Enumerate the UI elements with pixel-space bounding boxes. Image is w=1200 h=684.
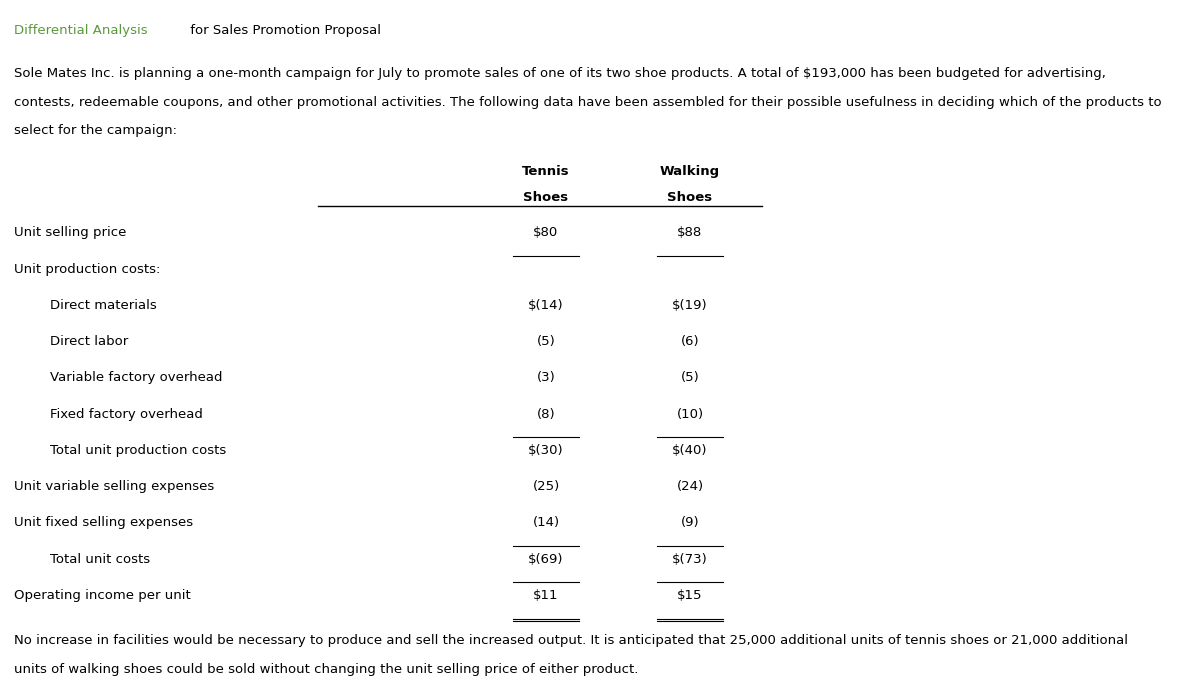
Text: Sole Mates Inc. is planning a one-month campaign for July to promote sales of on: Sole Mates Inc. is planning a one-month … bbox=[14, 67, 1106, 80]
Text: $15: $15 bbox=[677, 589, 703, 602]
Text: $(73): $(73) bbox=[672, 553, 708, 566]
Text: (25): (25) bbox=[533, 480, 559, 493]
Text: (6): (6) bbox=[680, 335, 700, 348]
Text: $88: $88 bbox=[677, 226, 703, 239]
Text: contests, redeemable coupons, and other promotional activities. The following da: contests, redeemable coupons, and other … bbox=[14, 96, 1162, 109]
Text: $11: $11 bbox=[533, 589, 559, 602]
Text: Operating income per unit: Operating income per unit bbox=[14, 589, 191, 602]
Text: Unit fixed selling expenses: Unit fixed selling expenses bbox=[14, 516, 193, 529]
Text: Differential Analysis: Differential Analysis bbox=[14, 24, 148, 37]
Text: Unit variable selling expenses: Unit variable selling expenses bbox=[14, 480, 215, 493]
Text: (14): (14) bbox=[533, 516, 559, 529]
Text: Unit selling price: Unit selling price bbox=[14, 226, 127, 239]
Text: Unit production costs:: Unit production costs: bbox=[14, 263, 161, 276]
Text: Direct labor: Direct labor bbox=[50, 335, 128, 348]
Text: Total unit costs: Total unit costs bbox=[50, 553, 150, 566]
Text: $(19): $(19) bbox=[672, 299, 708, 312]
Text: $(40): $(40) bbox=[672, 444, 708, 457]
Text: Variable factory overhead: Variable factory overhead bbox=[50, 371, 223, 384]
Text: $(69): $(69) bbox=[528, 553, 564, 566]
Text: No increase in facilities would be necessary to produce and sell the increased o: No increase in facilities would be neces… bbox=[14, 634, 1128, 647]
Text: Shoes: Shoes bbox=[667, 191, 713, 204]
Text: (3): (3) bbox=[536, 371, 556, 384]
Text: (5): (5) bbox=[536, 335, 556, 348]
Text: for Sales Promotion Proposal: for Sales Promotion Proposal bbox=[186, 24, 382, 37]
Text: $80: $80 bbox=[533, 226, 559, 239]
Text: (24): (24) bbox=[677, 480, 703, 493]
Text: $(30): $(30) bbox=[528, 444, 564, 457]
Text: Shoes: Shoes bbox=[523, 191, 569, 204]
Text: $(14): $(14) bbox=[528, 299, 564, 312]
Text: Walking: Walking bbox=[660, 165, 720, 178]
Text: Tennis: Tennis bbox=[522, 165, 570, 178]
Text: Fixed factory overhead: Fixed factory overhead bbox=[50, 408, 203, 421]
Text: select for the campaign:: select for the campaign: bbox=[14, 124, 178, 137]
Text: (10): (10) bbox=[677, 408, 703, 421]
Text: (9): (9) bbox=[680, 516, 700, 529]
Text: units of walking shoes could be sold without changing the unit selling price of : units of walking shoes could be sold wit… bbox=[14, 663, 638, 676]
Text: Direct materials: Direct materials bbox=[50, 299, 157, 312]
Text: Total unit production costs: Total unit production costs bbox=[50, 444, 227, 457]
Text: (8): (8) bbox=[536, 408, 556, 421]
Text: (5): (5) bbox=[680, 371, 700, 384]
